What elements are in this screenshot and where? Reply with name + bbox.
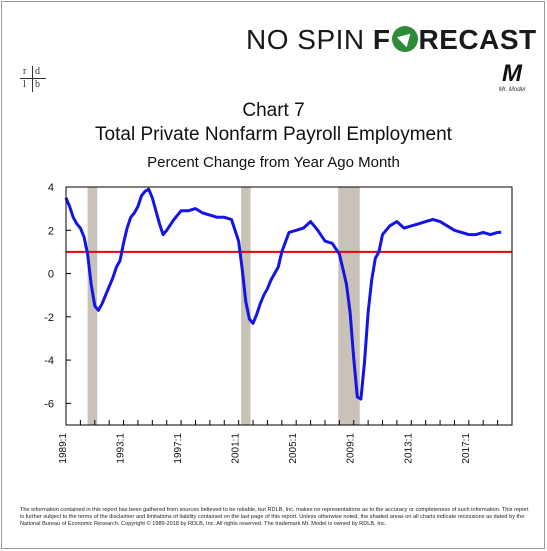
y-tick-label: 0 [48,269,54,281]
x-tick-label: 2009:1 [346,433,357,464]
chart-title: Chart 7 [242,100,305,121]
label-layer: 4 2 0 -2 -4 -6 1989:1 1993:1 1997:1 2001:1 2005:1 2… [44,182,472,464]
tick-layer [65,186,513,425]
brand-wordmark: NO SPIN F RECAST [246,22,536,58]
disclaimer-text: The information contained in this report… [20,507,529,528]
y-tick-label: 2 [48,225,54,237]
brand-part1: NO SPIN [246,24,373,55]
x-tick-label: 2013:1 [403,433,414,464]
rdlb-letter: l [23,79,26,90]
y-tick-label: 4 [48,182,54,194]
chart-subtitle-2: Percent Change from Year Ago Month [147,154,400,171]
x-tick-label: 2005:1 [288,433,299,464]
rdlb-logo: r d l b [18,64,48,94]
y-tick-label: -2 [44,312,54,324]
plot-area [65,186,513,426]
x-tick-label: 2001:1 [231,433,242,464]
series-line [64,187,502,401]
brand-part2a: F [372,24,391,55]
mr-model-logo: M Mr. Model [494,62,530,96]
x-tick-label: 1989:1 [58,433,69,464]
x-tick-label: 2017:1 [461,433,472,464]
mr-model-caption: Mr. Model [498,87,526,93]
rdlb-letter: d [35,66,40,77]
x-tick-label: 1993:1 [116,433,127,464]
rdlb-letter: r [23,66,27,77]
rdlb-letter: b [35,79,40,90]
mr-model-mark: M [502,60,522,87]
brand-part2b: RECAST [418,24,537,55]
y-tick-label: -6 [44,398,54,410]
up-arrow-circle-icon [391,26,418,52]
y-tick-label: -4 [44,355,54,367]
x-tick-label: 1997:1 [173,433,184,464]
chart-subtitle: Total Private Nonfarm Payroll Employment [95,124,452,145]
recession-band [87,187,98,425]
